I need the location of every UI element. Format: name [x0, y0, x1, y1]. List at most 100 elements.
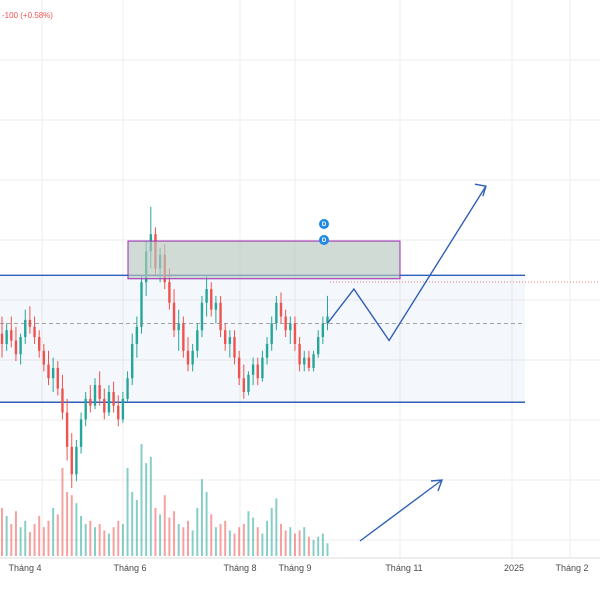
x-tick-label: Tháng 6 — [113, 563, 146, 573]
candle-body — [79, 419, 83, 447]
candle-body — [321, 323, 325, 338]
candlesticks — [0, 206, 329, 488]
volume-bar — [289, 527, 292, 556]
volume-bar — [159, 514, 162, 556]
volume-bar — [131, 492, 134, 556]
volume-bar — [238, 527, 241, 556]
volume-bars — [1, 444, 329, 556]
candle-body — [61, 388, 64, 413]
volume-bar — [66, 492, 69, 556]
candle-body — [186, 350, 190, 365]
volume-bar — [191, 530, 194, 556]
volume-trend-arrow — [359, 479, 443, 542]
volume-bar — [24, 520, 27, 556]
projection-arrowhead — [474, 183, 487, 197]
volume-bar — [89, 520, 92, 556]
volume-bar — [33, 524, 36, 556]
volume-bar — [61, 468, 64, 556]
volume-bar — [177, 524, 180, 556]
volume-bar — [107, 533, 110, 556]
candle-body — [251, 364, 255, 375]
volume-bar — [70, 495, 73, 556]
volume-bar — [205, 492, 208, 556]
volume-bar — [47, 520, 50, 556]
volume-bar — [80, 516, 83, 556]
volume-bar — [103, 530, 106, 556]
volume-bar — [247, 511, 250, 556]
candle-body — [84, 398, 87, 420]
candle-body — [89, 398, 92, 406]
volume-bar — [275, 498, 278, 556]
projection-path — [326, 185, 487, 342]
candle-body — [93, 385, 97, 406]
candle-body — [177, 323, 180, 331]
volume-bar — [154, 508, 157, 556]
volume-bar — [303, 527, 306, 556]
candle-body — [107, 391, 111, 413]
candle-body — [224, 330, 227, 344]
candle-body — [24, 319, 27, 338]
volume-bar — [140, 444, 143, 556]
volume-bar — [228, 530, 231, 556]
candle-body — [293, 323, 297, 344]
candle-body — [5, 330, 8, 344]
volume-bar — [200, 479, 203, 556]
volume-bar — [135, 500, 138, 556]
dividend-marker-circle — [319, 219, 329, 229]
candle-body — [237, 357, 241, 379]
volume-bar — [75, 503, 78, 556]
volume-bar — [293, 533, 296, 556]
volume-bar — [98, 524, 101, 556]
volume-bar — [84, 524, 87, 556]
candle-body — [112, 391, 115, 406]
candle-body — [270, 323, 273, 344]
volume-bar — [312, 540, 315, 556]
volume-bar — [224, 520, 227, 556]
volume-bar — [252, 517, 255, 556]
volume-bar — [187, 520, 189, 556]
candle-body — [168, 282, 171, 303]
candle-body — [256, 364, 259, 379]
volume-bar — [145, 463, 148, 556]
candle-body — [56, 367, 59, 389]
candle-body — [214, 302, 218, 310]
candle-body — [205, 289, 208, 303]
candle-body — [140, 282, 143, 327]
x-tick-label: Tháng 9 — [278, 563, 311, 573]
volume-bar — [182, 527, 185, 556]
candle-body — [70, 446, 73, 475]
candle-body — [233, 337, 236, 358]
candle-body — [326, 316, 329, 324]
drawing-overlays: DD — [0, 183, 600, 542]
volume-bar — [298, 530, 301, 556]
volume-bar — [121, 524, 124, 556]
candle-body — [42, 350, 46, 365]
range-band-layer — [0, 274, 525, 403]
volume-bar — [149, 456, 152, 556]
volume-bar — [321, 533, 324, 556]
volume-bar — [117, 520, 120, 556]
volume-bar — [317, 536, 320, 556]
volume-bar — [38, 516, 41, 556]
candle-body — [242, 378, 245, 392]
volume-bar — [14, 511, 17, 556]
volume-bar — [219, 524, 222, 556]
volume-bar — [173, 511, 176, 556]
volume-bar — [210, 514, 213, 556]
candle-body — [196, 330, 199, 351]
volume-bar — [242, 524, 245, 556]
candle-body — [284, 316, 287, 331]
volume-bar — [307, 536, 310, 556]
candle-body — [47, 364, 50, 379]
x-tick-label: 2025 — [504, 563, 524, 573]
range-band — [0, 275, 525, 403]
volume-bar — [56, 514, 59, 556]
volume-bar — [112, 527, 115, 556]
x-tick-label: Tháng 11 — [385, 563, 422, 573]
candle-body — [303, 357, 306, 365]
candle-body — [135, 326, 139, 344]
x-tick-label: Tháng 8 — [223, 563, 256, 573]
volume-bar — [28, 532, 31, 556]
candle-body — [10, 330, 13, 341]
